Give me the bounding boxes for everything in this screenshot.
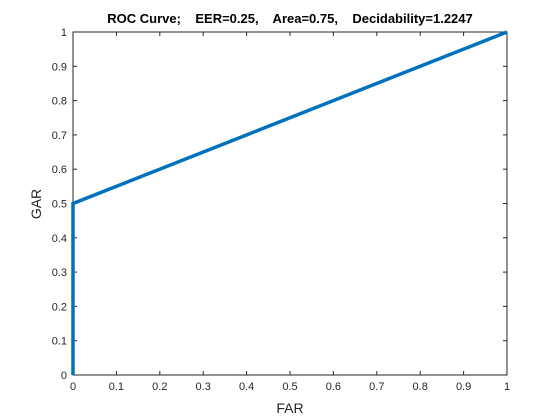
x-tick-label: 0.7 <box>369 381 384 393</box>
y-tick-label: 0.8 <box>52 96 67 108</box>
x-tick-label: 0.8 <box>413 381 428 393</box>
x-tick-label: 0.6 <box>326 381 341 393</box>
y-tick-label: 0.3 <box>52 267 67 279</box>
series-layer <box>71 30 508 375</box>
x-tick-label: 0.5 <box>282 381 297 393</box>
y-tick-label: 0.9 <box>52 61 67 73</box>
x-tick-label: 0.4 <box>239 381 254 393</box>
y-axis-ticks: 0 0.1 0.2 0.3 0.4 0.5 0.6 0.7 0.8 0.9 1 <box>52 27 507 382</box>
plot-area <box>72 31 508 376</box>
y-tick-label: 0.4 <box>52 233 67 245</box>
x-tick-label: 0.3 <box>196 381 211 393</box>
y-tick-label: 0 <box>61 370 67 382</box>
y-tick-label: 1 <box>61 27 67 39</box>
y-tick-label: 0.5 <box>52 199 67 211</box>
x-tick-label: 0.2 <box>152 381 167 393</box>
x-axis-ticks: 0 0.1 0.2 0.3 0.4 0.5 0.6 0.7 0.8 0.9 1 <box>70 32 510 393</box>
x-tick-label: 1 <box>504 381 510 393</box>
y-tick-label: 0.2 <box>52 301 67 313</box>
y-tick-label: 0.6 <box>52 164 67 176</box>
x-axis-label: FAR <box>276 400 303 416</box>
x-tick-label: 0.1 <box>109 381 124 393</box>
y-tick-label: 0.7 <box>52 130 67 142</box>
y-tick-label: 0.1 <box>52 336 67 348</box>
x-tick-label: 0 <box>70 381 76 393</box>
roc-curve-line <box>71 30 508 375</box>
chart-title: ROC Curve; EER=0.25, Area=0.75, Decidabi… <box>107 11 473 26</box>
y-axis-label: GAR <box>28 189 44 219</box>
x-tick-label: 0.9 <box>456 381 471 393</box>
